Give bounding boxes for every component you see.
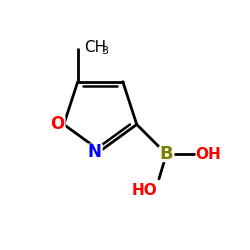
Text: HO: HO bbox=[132, 182, 158, 198]
Text: CH: CH bbox=[84, 40, 106, 55]
FancyBboxPatch shape bbox=[86, 144, 103, 161]
Text: OH: OH bbox=[195, 147, 220, 162]
Text: 3: 3 bbox=[101, 46, 108, 56]
FancyBboxPatch shape bbox=[48, 116, 66, 133]
FancyBboxPatch shape bbox=[158, 146, 174, 162]
Text: N: N bbox=[87, 143, 101, 161]
Text: B: B bbox=[160, 145, 173, 163]
Text: O: O bbox=[50, 116, 64, 134]
